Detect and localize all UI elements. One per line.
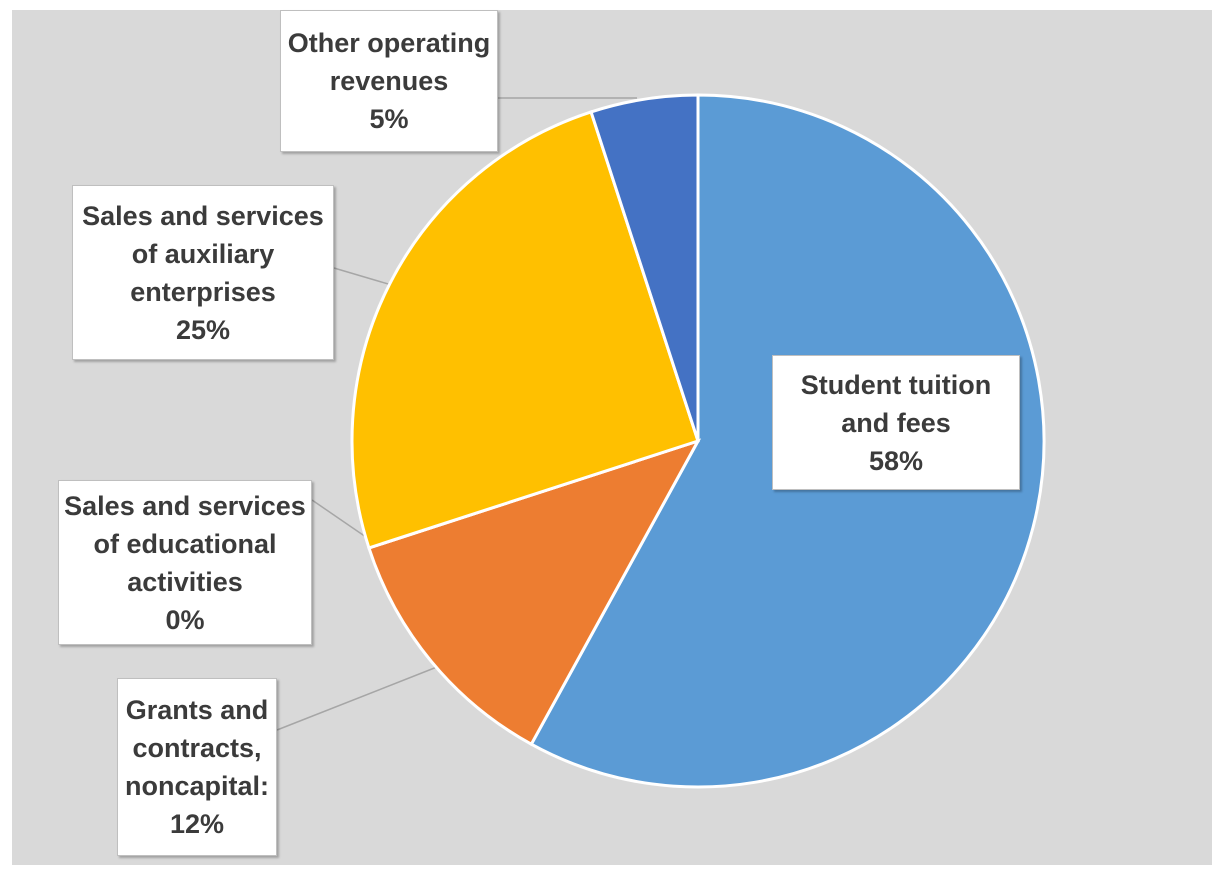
- slice-other-operating-revenues-percent-label: 5%: [369, 104, 409, 134]
- slice-sales-and-services-of-auxiliary-enterprises-percent-label: 25%: [175, 314, 231, 345]
- slice-grants-and-contracts-noncapital-data-label: Grants and contracts, noncapital: 12%: [117, 678, 277, 856]
- slice-sales-and-services-of-educational-activities-label-line: Sales and services: [64, 490, 306, 521]
- slice-student-tuition-and-fees-percent-label: 58%: [868, 445, 924, 476]
- slice-other-operating-revenues-data-label: Other operating revenues 5%: [280, 10, 498, 152]
- slice-sales-and-services-of-auxiliary-enterprises: [350, 110, 700, 550]
- slice-sales-and-services-of-auxiliary-enterprises-leader-line: [333, 267, 396, 287]
- slice-sales-and-services-of-auxiliary-enterprises-label-line: of auxiliary: [131, 238, 275, 269]
- slice-other-operating-revenues-label-line: Other operating: [287, 28, 491, 58]
- slice-sales-and-services-of-educational-activities-label-line: activities: [127, 566, 243, 597]
- slice-sales-and-services-of-educational-activities-percent-label: 0%: [165, 604, 205, 635]
- slice-sales-and-services-of-auxiliary-enterprises-label-line: Sales and services: [82, 200, 324, 231]
- slice-sales-and-services-of-auxiliary-enterprises-label-line: enterprises: [130, 276, 276, 307]
- slice-sales-and-services-of-auxiliary-enterprises-data-label: Sales and services of auxiliary enterprise…: [72, 185, 334, 360]
- chart-area: Student tuition and fees 58% Grants and cont…: [12, 10, 1212, 865]
- slice-grants-and-contracts-noncapital-leader-line: [276, 664, 443, 731]
- slice-sales-and-services-of-educational-activities-label-line: of educational: [93, 528, 277, 559]
- slice-grants-and-contracts-noncapital: [367, 438, 702, 747]
- slice-other-operating-revenues: [589, 93, 700, 442]
- slice-student-tuition-and-fees-data-label: Student tuition and fees 58%: [772, 355, 1020, 490]
- slice-grants-and-contracts-noncapital-label-line: contracts,: [132, 733, 262, 763]
- slice-student-tuition-and-fees-label-line: Student tuition: [800, 369, 992, 400]
- slice-other-operating-revenues-label-line: revenues: [329, 66, 449, 96]
- slice-grants-and-contracts-noncapital-label-line: noncapital:: [124, 771, 269, 801]
- slice-sales-and-services-of-educational-activities-data-label: Sales and services of educational activiti…: [58, 480, 312, 645]
- leader-lines: [276, 97, 1031, 731]
- slice-grants-and-contracts-noncapital-percent-label: 12%: [169, 809, 225, 839]
- slice-grants-and-contracts-noncapital-label-line: Grants and: [125, 695, 269, 725]
- slice-student-tuition-and-fees-label-line: and fees: [841, 407, 951, 438]
